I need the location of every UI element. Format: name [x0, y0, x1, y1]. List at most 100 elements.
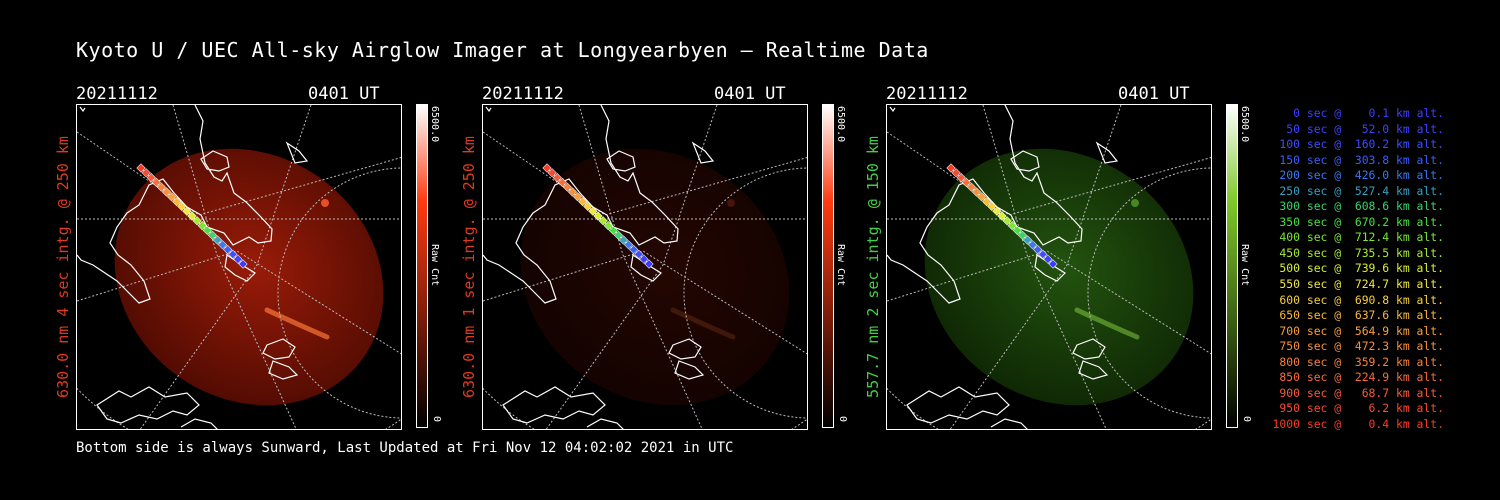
colorbar-min: 0	[431, 416, 442, 423]
map-overlay	[483, 105, 807, 429]
track-marker	[1048, 259, 1058, 269]
satellite-track	[136, 163, 248, 269]
track-marker	[1033, 245, 1043, 255]
horizon-circle	[1087, 167, 1211, 419]
track-marker	[618, 235, 629, 245]
page-title: Kyoto U / UEC All-sky Airglow Imager at …	[76, 38, 929, 62]
legend-entry: 600 sec @ 690.8 km alt.	[1279, 292, 1444, 307]
track-marker	[588, 206, 598, 216]
legend-entry: 750 sec @ 472.3 km alt.	[1279, 339, 1444, 354]
legend-entry: 800 sec @ 359.2 km alt.	[1279, 354, 1444, 369]
track-marker	[987, 201, 997, 211]
track-marker	[946, 163, 956, 173]
track-marker	[218, 240, 228, 250]
legend-entry: 200 sec @ 426.0 km alt.	[1279, 168, 1444, 183]
track-marker	[603, 221, 613, 231]
colorbar-unit: Raw Cnt	[835, 244, 846, 287]
legend-entry: 150 sec @ 303.8 km alt.	[1279, 152, 1444, 167]
colorbar-max: 6500.0	[429, 106, 440, 143]
legend-entry: 50 sec @ 52.0 km alt.	[1286, 121, 1444, 136]
legend-entry: 700 sec @ 564.9 km alt.	[1279, 323, 1444, 338]
track-marker	[567, 187, 578, 197]
track-marker	[547, 168, 557, 178]
track-marker	[997, 211, 1007, 221]
track-marker	[1002, 216, 1012, 226]
track-marker	[977, 192, 987, 202]
legend-entry: 850 sec @ 224.9 km alt.	[1279, 370, 1444, 385]
panel-wavelength-label: 630.0 nm 1 sec intg. @ 250 km	[460, 136, 478, 398]
track-marker	[634, 249, 644, 259]
track-marker	[951, 168, 961, 178]
horizon-circle	[683, 167, 807, 419]
colorbar-min: 0	[837, 416, 848, 423]
track-marker	[598, 216, 608, 226]
track-marker	[1043, 254, 1053, 264]
track-marker	[552, 173, 562, 183]
track-marker	[161, 187, 172, 197]
map-overlay	[887, 105, 1211, 429]
panel-time: 0401 UT	[714, 84, 786, 104]
track-marker	[608, 225, 618, 235]
panel-date: 20211112	[886, 84, 968, 104]
airglow-field	[924, 148, 1194, 406]
legend-entry: 500 sec @ 739.6 km alt.	[1279, 261, 1444, 276]
panel-time: 0401 UT	[308, 84, 380, 104]
satellite-track	[542, 163, 654, 269]
legend-entry: 250 sec @ 527.4 km alt.	[1279, 183, 1444, 198]
track-marker	[212, 235, 223, 245]
track-marker	[562, 182, 572, 192]
panel-wavelength-label: 630.0 nm 4 sec intg. @ 250 km	[54, 136, 72, 398]
airglow-panel-2: 20211112 0401 UT 630.0 nm 1 sec intg. @ …	[460, 84, 902, 434]
track-marker	[182, 206, 192, 216]
legend-entry: 0 sec @ 0.1 km alt.	[1293, 106, 1444, 120]
track-marker	[202, 225, 212, 235]
track-marker	[593, 211, 603, 221]
track-marker	[583, 201, 593, 211]
legend-entry: 950 sec @ 6.2 km alt.	[1279, 401, 1444, 416]
track-marker	[1017, 230, 1027, 240]
track-marker	[573, 192, 583, 202]
legend-entry: 350 sec @ 670.2 km alt.	[1279, 214, 1444, 229]
panel-date: 20211112	[482, 84, 564, 104]
track-marker	[192, 216, 202, 226]
colorbar-unit: Raw Cnt	[1239, 244, 1250, 287]
track-marker	[1038, 249, 1048, 259]
track-marker	[629, 245, 639, 255]
colorbar-max: 6500.0	[835, 106, 846, 143]
track-marker	[207, 230, 217, 240]
legend-entry: 300 sec @ 608.6 km alt.	[1279, 199, 1444, 214]
track-marker	[992, 206, 1002, 216]
track-marker	[1007, 221, 1017, 231]
track-marker	[613, 230, 623, 240]
track-marker	[971, 187, 982, 197]
track-marker	[542, 163, 552, 173]
track-marker	[1012, 225, 1022, 235]
track-marker	[578, 197, 588, 207]
airglow-panel-1: 20211112 0401 UT 630.0 nm 4 sec intg. @ …	[54, 84, 496, 434]
colorbar-unit: Raw Cnt	[429, 244, 440, 287]
track-marker	[982, 197, 992, 207]
legend-entry: 650 sec @ 637.6 km alt.	[1279, 308, 1444, 323]
track-marker	[141, 168, 151, 178]
track-marker	[228, 249, 238, 259]
track-marker	[136, 163, 146, 173]
track-marker	[966, 182, 976, 192]
colorbar-max: 6500.0	[1239, 106, 1250, 143]
allsky-image	[886, 104, 1212, 430]
track-marker	[557, 177, 567, 187]
track-marker	[177, 201, 187, 211]
panel-date: 20211112	[76, 84, 158, 104]
track-legend: 0 sec @ 0.1 km alt. 50 sec @ 52.0 km alt.…	[1262, 106, 1444, 432]
track-marker	[223, 245, 233, 255]
track-marker	[146, 173, 156, 183]
legend-entry: 1000 sec @ 0.4 km alt.	[1272, 416, 1444, 431]
allsky-image	[482, 104, 808, 430]
track-marker	[197, 221, 207, 231]
legend-entry: 400 sec @ 712.4 km alt.	[1279, 230, 1444, 245]
aurora-arc	[670, 307, 736, 340]
track-marker	[151, 177, 161, 187]
legend-entry: 450 sec @ 735.5 km alt.	[1279, 245, 1444, 260]
track-marker	[172, 197, 182, 207]
allsky-image	[76, 104, 402, 430]
colorbar	[416, 104, 428, 428]
